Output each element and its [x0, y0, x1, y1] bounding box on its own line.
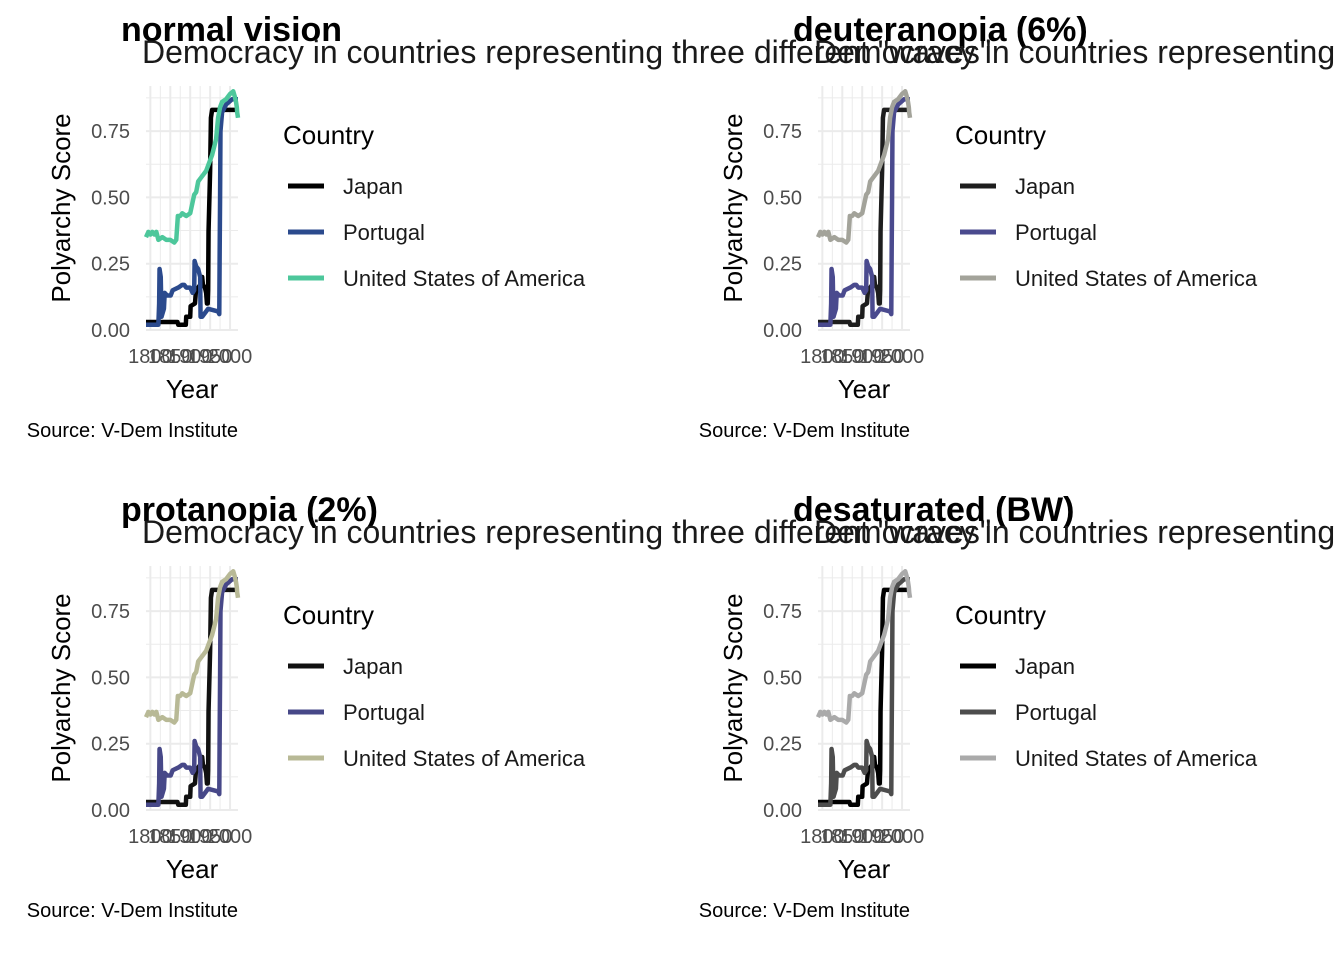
- y-tick-label: 0.25: [763, 254, 802, 276]
- x-tick-label: 1850: [820, 826, 865, 848]
- legend-label: United States of America: [343, 266, 586, 291]
- panel-title: normal vision: [121, 11, 342, 49]
- legend-label: Portugal: [343, 700, 425, 725]
- chart-caption: Source: V-Dem Institute: [699, 420, 910, 442]
- y-tick-label: 0.75: [91, 601, 130, 623]
- chart-caption: Source: V-Dem Institute: [27, 420, 238, 442]
- y-axis-title: Polyarchy Score: [718, 593, 748, 782]
- y-tick-label: 0.75: [763, 121, 802, 143]
- panel-title: protanopia (2%): [121, 491, 378, 529]
- x-tick-label: 2000: [880, 346, 925, 368]
- chart-panel: 0.000.250.500.7518001850190019502000Year…: [27, 11, 991, 442]
- chart-caption: Source: V-Dem Institute: [699, 900, 910, 922]
- y-tick-label: 0.75: [763, 601, 802, 623]
- x-axis-title: Year: [838, 374, 891, 404]
- series-line-portugal: [818, 577, 910, 807]
- chart-subtitle: Democracy in countries representing thre…: [814, 34, 1344, 70]
- y-tick-label: 0.75: [91, 121, 130, 143]
- x-axis-title: Year: [166, 854, 219, 884]
- x-tick-label: 1950: [860, 346, 905, 368]
- x-tick-label: 2000: [208, 826, 253, 848]
- x-tick-label: 2000: [208, 346, 253, 368]
- y-tick-label: 0.00: [763, 800, 802, 822]
- x-tick-label: 1900: [168, 346, 213, 368]
- legend-label: Japan: [343, 654, 403, 679]
- legend-label: United States of America: [1015, 746, 1258, 771]
- y-tick-label: 0.50: [91, 187, 130, 209]
- legend: Country Japan Portugal United States of Ame…: [283, 120, 586, 291]
- legend: Country Japan Portugal United States of Ame…: [955, 600, 1258, 771]
- legend: Country Japan Portugal United States of Ame…: [283, 600, 586, 771]
- y-tick-label: 0.00: [91, 320, 130, 342]
- y-axis-title: Polyarchy Score: [718, 113, 748, 302]
- legend-title: Country: [955, 600, 1046, 630]
- x-tick-label: 1950: [188, 826, 233, 848]
- legend-label: Japan: [1015, 654, 1075, 679]
- legend-label: Portugal: [343, 220, 425, 245]
- y-tick-label: 0.50: [91, 667, 130, 689]
- y-tick-label: 0.50: [763, 667, 802, 689]
- chart-subtitle: Democracy in countries representing thre…: [814, 514, 1344, 550]
- y-tick-label: 0.25: [91, 254, 130, 276]
- chart-caption: Source: V-Dem Institute: [27, 900, 238, 922]
- x-tick-label: 1850: [148, 346, 193, 368]
- series-line-united-states-of-america: [143, 89, 241, 245]
- y-axis-title: Polyarchy Score: [46, 593, 76, 782]
- x-tick-label: 1900: [840, 346, 885, 368]
- x-tick-label: 1800: [800, 346, 845, 368]
- y-tick-label: 0.50: [763, 187, 802, 209]
- legend-label: Portugal: [1015, 220, 1097, 245]
- legend-label: Portugal: [1015, 700, 1097, 725]
- legend-title: Country: [283, 600, 374, 630]
- y-axis-title: Polyarchy Score: [46, 113, 76, 302]
- x-tick-label: 1800: [128, 346, 173, 368]
- x-tick-label: 1800: [800, 826, 845, 848]
- legend-title: Country: [283, 120, 374, 150]
- x-tick-label: 1950: [860, 826, 905, 848]
- x-axis-title: Year: [166, 374, 219, 404]
- x-tick-label: 1900: [168, 826, 213, 848]
- y-tick-label: 0.00: [91, 800, 130, 822]
- chart-panel: 0.000.250.500.7518001850190019502000Year…: [27, 491, 991, 922]
- x-tick-label: 1900: [840, 826, 885, 848]
- series-line-united-states-of-america: [143, 569, 241, 725]
- legend-label: United States of America: [1015, 266, 1258, 291]
- x-axis-title: Year: [838, 854, 891, 884]
- x-tick-label: 2000: [880, 826, 925, 848]
- x-tick-label: 1850: [148, 826, 193, 848]
- legend-label: United States of America: [343, 746, 586, 771]
- series-line-united-states-of-america: [815, 89, 913, 245]
- series-line-portugal: [818, 97, 910, 327]
- panel-title: deuteranopia (6%): [793, 11, 1088, 49]
- x-tick-label: 1800: [128, 826, 173, 848]
- legend-title: Country: [955, 120, 1046, 150]
- y-tick-label: 0.25: [763, 734, 802, 756]
- x-tick-label: 1950: [188, 346, 233, 368]
- legend: Country Japan Portugal United States of Ame…: [955, 120, 1258, 291]
- series-line-portugal: [146, 577, 238, 807]
- panel-title: desaturated (BW): [793, 491, 1074, 529]
- chart-subtitle: Democracy in countries representing thre…: [142, 34, 991, 70]
- legend-label: Japan: [343, 174, 403, 199]
- y-tick-label: 0.00: [763, 320, 802, 342]
- series-line-united-states-of-america: [815, 569, 913, 725]
- x-tick-label: 1850: [820, 346, 865, 368]
- chart-subtitle: Democracy in countries representing thre…: [142, 514, 991, 550]
- legend-label: Japan: [1015, 174, 1075, 199]
- y-tick-label: 0.25: [91, 734, 130, 756]
- series-line-portugal: [146, 97, 238, 327]
